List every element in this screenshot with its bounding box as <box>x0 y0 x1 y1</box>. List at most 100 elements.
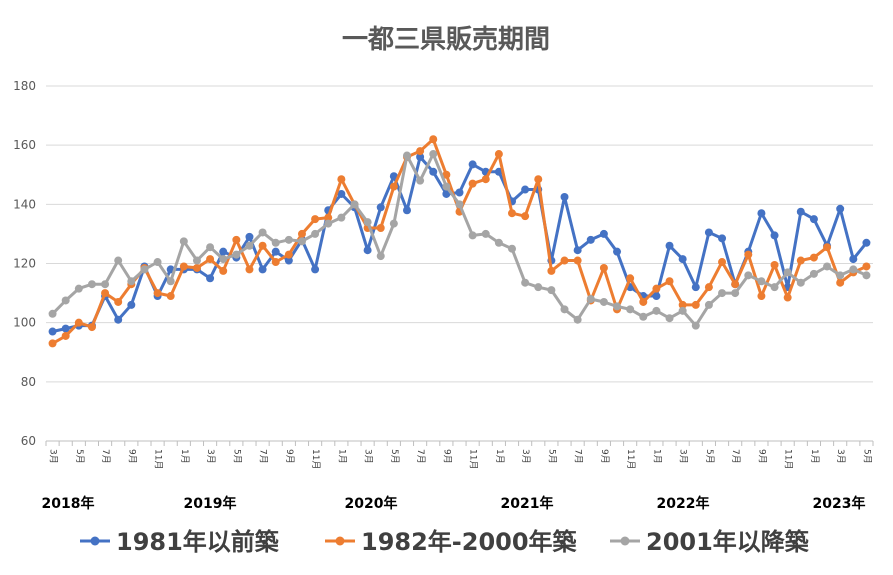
legend: 1981年以前築 1982年-2000年築 2001年以降築 <box>80 528 810 556</box>
y-tick-label: 100 <box>13 316 36 330</box>
series-2 <box>48 135 871 348</box>
data-point <box>245 265 254 274</box>
data-point <box>770 283 779 292</box>
x-tick-label: 11月 <box>310 449 321 469</box>
year-label: 2019年 <box>184 495 237 512</box>
data-point <box>455 200 464 209</box>
data-point <box>731 289 740 298</box>
data-point <box>823 243 832 252</box>
data-point <box>849 255 858 264</box>
data-point <box>324 213 333 222</box>
data-point <box>297 237 306 246</box>
legend-item: 1982年-2000年築 <box>325 528 578 556</box>
data-point <box>337 175 346 184</box>
data-point <box>718 258 727 267</box>
x-tick-label: 5月 <box>231 449 242 464</box>
data-point <box>416 153 425 161</box>
data-point <box>284 250 293 259</box>
data-point <box>61 324 70 333</box>
data-point <box>140 265 149 274</box>
x-tick-label: 3月 <box>835 449 846 464</box>
data-point <box>324 219 333 228</box>
data-point <box>219 255 228 264</box>
data-point <box>442 170 451 179</box>
data-point <box>429 167 438 176</box>
data-point <box>652 306 661 315</box>
legend-marker-swatch <box>620 536 630 546</box>
data-point <box>770 231 779 240</box>
data-point <box>691 300 700 309</box>
data-point <box>206 274 215 283</box>
data-point <box>599 263 608 272</box>
y-tick-label: 60 <box>21 434 36 448</box>
x-tick-label: 9月 <box>126 449 137 464</box>
x-tick-label: 3月 <box>520 449 531 464</box>
data-point <box>337 213 346 222</box>
x-tick-label: 7月 <box>100 449 111 464</box>
data-point <box>101 289 110 298</box>
data-point <box>258 241 267 250</box>
data-point <box>823 262 832 271</box>
data-point <box>114 315 123 324</box>
x-tick-label: 3月 <box>363 449 374 464</box>
data-point <box>560 305 569 314</box>
data-point <box>678 255 687 264</box>
data-point <box>166 277 175 286</box>
data-point <box>127 300 136 309</box>
data-point <box>783 293 792 302</box>
data-point <box>429 135 438 144</box>
data-point <box>402 206 411 215</box>
x-tick-label: 9月 <box>599 449 610 464</box>
data-point <box>179 262 188 271</box>
data-point <box>153 258 162 267</box>
x-tick-label: 11月 <box>783 449 794 469</box>
data-point <box>665 314 674 323</box>
x-tick-label: 11月 <box>153 449 164 469</box>
x-tick-label: 5月 <box>546 449 557 464</box>
x-tick-label: 9月 <box>441 449 452 464</box>
year-label: 2020年 <box>345 495 398 512</box>
data-point <box>534 283 543 292</box>
data-point <box>468 160 477 169</box>
x-tick-label: 1月 <box>336 449 347 464</box>
data-point <box>494 238 503 247</box>
data-point <box>468 179 477 188</box>
data-point <box>613 247 622 256</box>
data-point <box>521 185 530 194</box>
data-point <box>796 207 805 216</box>
data-point <box>48 309 57 318</box>
data-point <box>757 209 766 218</box>
x-tick-label: 1月 <box>494 449 505 464</box>
series-group <box>48 135 871 348</box>
data-point <box>678 300 687 309</box>
data-point <box>87 280 96 289</box>
data-point <box>389 219 398 228</box>
data-point <box>508 209 517 218</box>
data-point <box>613 302 622 311</box>
data-point <box>862 238 871 247</box>
x-tick-label: 5月 <box>389 449 400 464</box>
series-1 <box>48 153 871 336</box>
data-point <box>337 189 346 198</box>
data-point <box>389 182 398 191</box>
data-point <box>718 289 727 298</box>
data-point <box>665 241 674 250</box>
x-tick-label: 9月 <box>284 449 295 464</box>
data-point <box>232 235 241 244</box>
data-point <box>61 331 70 340</box>
data-point <box>350 200 359 209</box>
legend-label: 1982年-2000年築 <box>361 528 578 556</box>
x-tick-label: 5月 <box>74 449 85 464</box>
data-point <box>639 312 648 321</box>
data-point <box>796 278 805 287</box>
data-point <box>573 256 582 265</box>
data-point <box>757 292 766 301</box>
chart-title: 一都三県販売期間 <box>342 25 550 55</box>
data-point <box>74 318 83 327</box>
data-point <box>744 250 753 259</box>
data-point <box>481 229 490 238</box>
x-tick-label: 9月 <box>756 449 767 464</box>
data-point <box>442 182 451 191</box>
x-tick-label: 11月 <box>625 449 636 469</box>
data-point <box>114 256 123 265</box>
